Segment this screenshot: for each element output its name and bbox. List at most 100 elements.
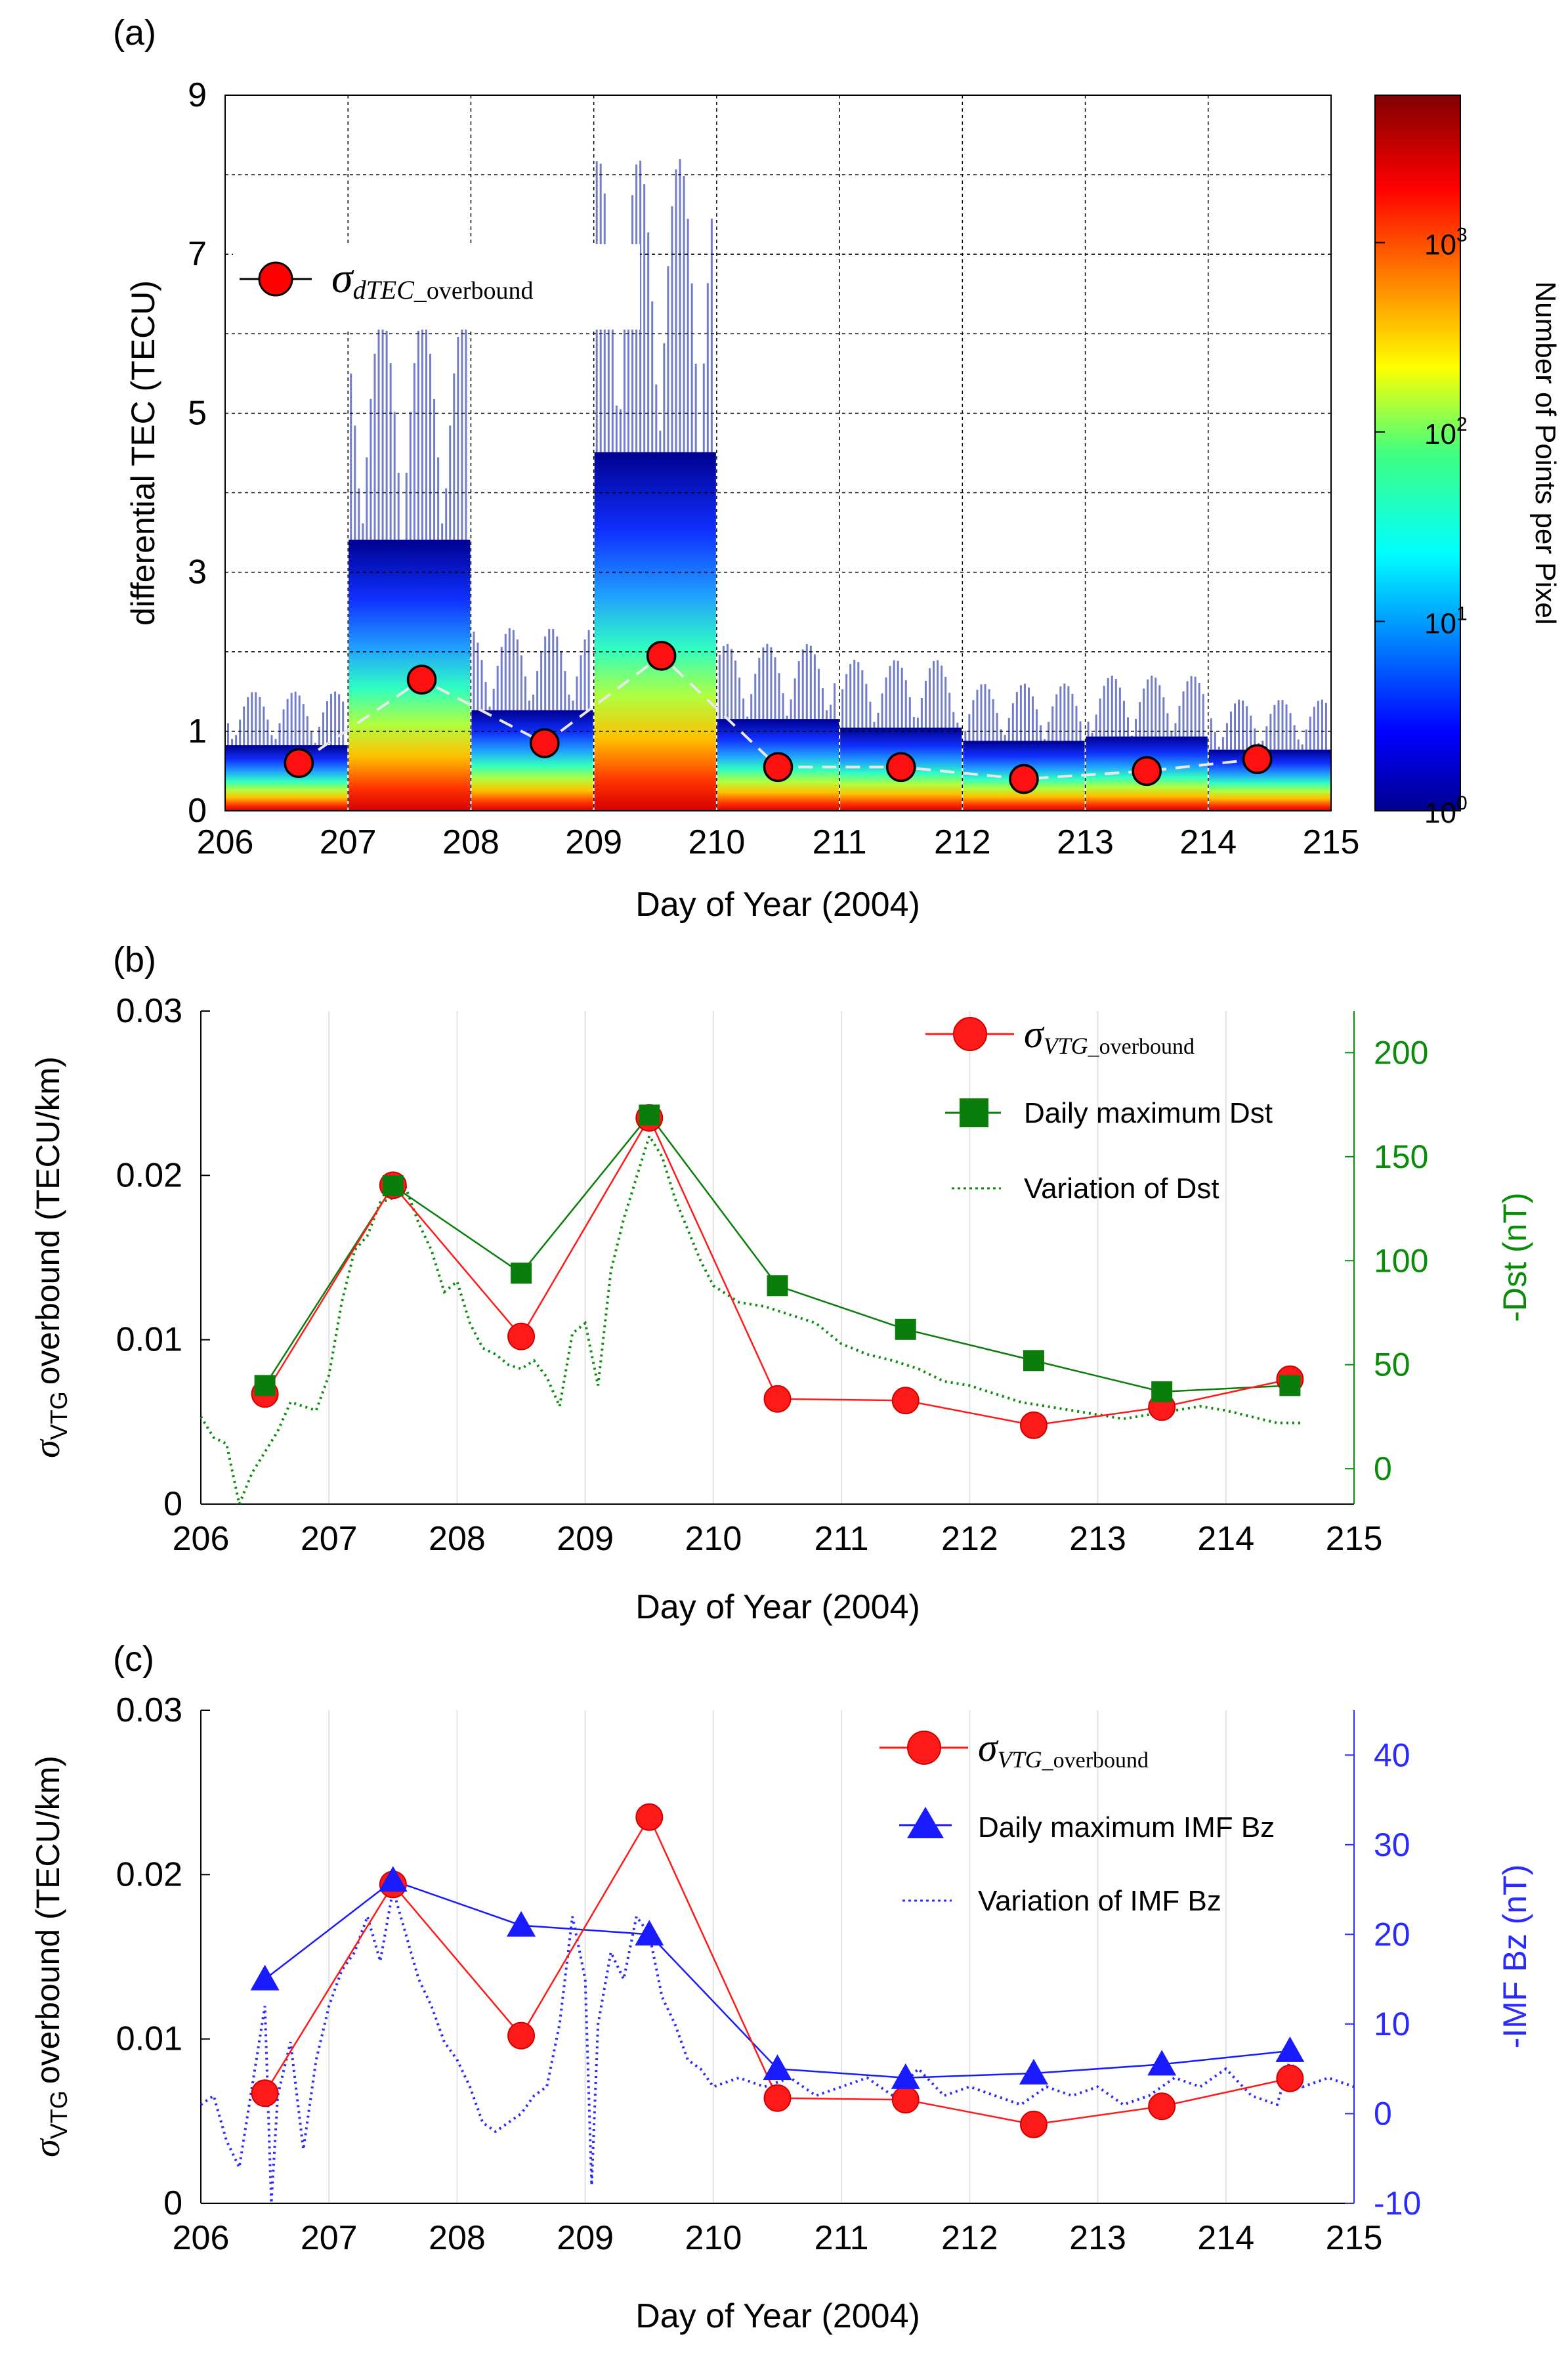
legend-b-dst-variation-label: Variation of Dst (1024, 1173, 1219, 1205)
b-daily-max-point-3 (639, 1104, 660, 1126)
x-tick-b-7: 213 (1069, 1520, 1126, 1558)
tec-outlier-6-20 (1044, 739, 1046, 742)
tec-outlier-1-13 (401, 539, 404, 542)
tec-outlier-2-13 (524, 676, 526, 710)
y-tick-c-2: 0.02 (116, 1855, 182, 1893)
tec-outlier-5-5 (861, 670, 864, 728)
x-tick-b-6: 212 (941, 1520, 998, 1558)
tec-outlier-2-21 (556, 636, 559, 710)
x-tick-a-7: 213 (1057, 823, 1114, 861)
x-tick-b-4: 210 (685, 1520, 742, 1558)
tec-outlier-8-4 (1225, 723, 1228, 750)
tec-outlier-6-26 (1067, 686, 1070, 741)
tec-outlier-5-10 (881, 693, 883, 728)
legend-c-imf-variation-label: Variation of IMF Bz (978, 1885, 1221, 1917)
tec-outlier-4-25 (817, 668, 820, 720)
c-sigma-point-0 (251, 2079, 279, 2107)
cb-tick-label-2: 102 (1424, 414, 1468, 450)
tec-outlier-3-23 (687, 219, 689, 452)
tec-outlier-0-22 (314, 743, 316, 746)
tec-outlier-8-21 (1293, 725, 1296, 750)
c-sigma-point-7 (1148, 2092, 1176, 2121)
yr-tick-b-3: 150 (1374, 1138, 1428, 1175)
tec-outlier-8-16 (1273, 704, 1276, 750)
tec-outlier-1-8 (381, 318, 384, 540)
legend-c-subscript: VTG (998, 1746, 1042, 1773)
tec-outlier-8-5 (1229, 711, 1232, 750)
tec-outlier-8-11 (1254, 728, 1256, 750)
tec-outlier-1-10 (389, 363, 392, 540)
tec-outlier-2-6 (496, 666, 499, 710)
tec-outlier-1-9 (385, 330, 388, 540)
tec-outlier-8-19 (1285, 704, 1288, 750)
cb-tick-label-3: 103 (1424, 224, 1468, 261)
tec-outlier-0-2 (235, 735, 238, 746)
tec-outlier-8-14 (1265, 726, 1268, 750)
tec-outlier-2-3 (484, 681, 487, 710)
tec-outlier-3-3 (607, 247, 610, 452)
tec-outlier-2-15 (532, 695, 535, 710)
panel-c-right-axis-label: -IMF Bz (nT) (1496, 1865, 1533, 2049)
cb-tick-base-1: 10 (1424, 607, 1456, 639)
tec-outlier-4-3 (731, 649, 733, 720)
tec-outlier-0-17 (294, 691, 297, 746)
yr-tick-c-2: 10 (1374, 2006, 1410, 2042)
tec-outlier-6-1 (968, 714, 971, 741)
c-daily-max-point-1 (378, 1866, 408, 1892)
tec-outlier-3-27 (702, 363, 705, 452)
c-sigma-point-5 (891, 2086, 920, 2114)
tec-outlier-5-7 (869, 701, 872, 728)
y-tick-c-3: 0.03 (116, 1691, 182, 1729)
tec-outlier-0-27 (334, 691, 337, 746)
c-daily-max-point-3 (635, 1920, 664, 1946)
tec-outlier-4-26 (821, 688, 824, 720)
sigma-dtec-point-5 (885, 752, 916, 783)
tec-outlier-0-21 (310, 731, 312, 746)
tec-outlier-1-3 (362, 523, 364, 540)
tec-outlier-5-3 (853, 660, 856, 728)
b-sigma-point-5 (891, 1387, 920, 1415)
panel-c-ylabel-sub: VTG (45, 2090, 72, 2139)
tec-outlier-8-9 (1246, 706, 1248, 750)
tec-outlier-4-21 (801, 649, 804, 720)
tec-outlier-4-29 (834, 683, 836, 720)
legend-c-suffix: _overbound (1042, 1748, 1149, 1773)
tec-outlier-7-3 (1099, 698, 1101, 737)
tec-block-day-3 (594, 452, 716, 811)
y-tick-c-1: 0.01 (116, 2020, 182, 2058)
tec-outlier-8-13 (1261, 741, 1264, 750)
panel-b-ylabel-sub: VTG (45, 1391, 72, 1440)
tec-outlier-4-7 (746, 716, 749, 720)
panel-a-label: (a) (113, 13, 156, 53)
tec-outlier-0-19 (302, 704, 305, 746)
panel-b-x-axis-label: Day of Year (2004) (635, 1588, 920, 1626)
tec-outlier-2-12 (520, 655, 522, 710)
tec-outlier-4-18 (790, 699, 792, 720)
tec-outlier-5-1 (845, 674, 848, 728)
tec-outlier-1-11 (393, 412, 396, 540)
tec-outlier-6-4 (980, 684, 983, 741)
tec-outlier-2-29 (587, 630, 590, 710)
tec-outlier-0-7 (255, 692, 257, 746)
tec-outlier-0-15 (286, 699, 289, 746)
cb-tick-base-0: 10 (1424, 797, 1456, 829)
tec-outlier-0-23 (318, 727, 320, 746)
tec-outlier-3-7 (623, 323, 625, 452)
x-tick-c-0: 206 (173, 2219, 230, 2257)
c-daily-max-point-6 (1019, 2059, 1048, 2085)
tec-outlier-5-12 (889, 666, 891, 728)
tec-outlier-7-8 (1118, 687, 1121, 737)
y-tick-c-0: 0 (163, 2184, 182, 2222)
tec-outlier-2-18 (544, 636, 547, 710)
panel-b-ylabel-text: overbound (TECU/km) (30, 1056, 66, 1385)
tec-outlier-3-24 (690, 283, 693, 452)
x-tick-b-9: 215 (1326, 1520, 1383, 1558)
y-tick-b-0: 0 (163, 1485, 182, 1523)
tec-outlier-0-18 (298, 695, 301, 746)
sigma-dtec-point-7 (1132, 756, 1162, 787)
tec-outlier-4-8 (750, 694, 753, 720)
tec-outlier-4-28 (830, 704, 832, 720)
tec-outlier-5-0 (841, 689, 844, 728)
tec-outlier-0-24 (322, 712, 324, 746)
panel-a-y-axis-label: differential TEC (TECU) (125, 280, 161, 626)
